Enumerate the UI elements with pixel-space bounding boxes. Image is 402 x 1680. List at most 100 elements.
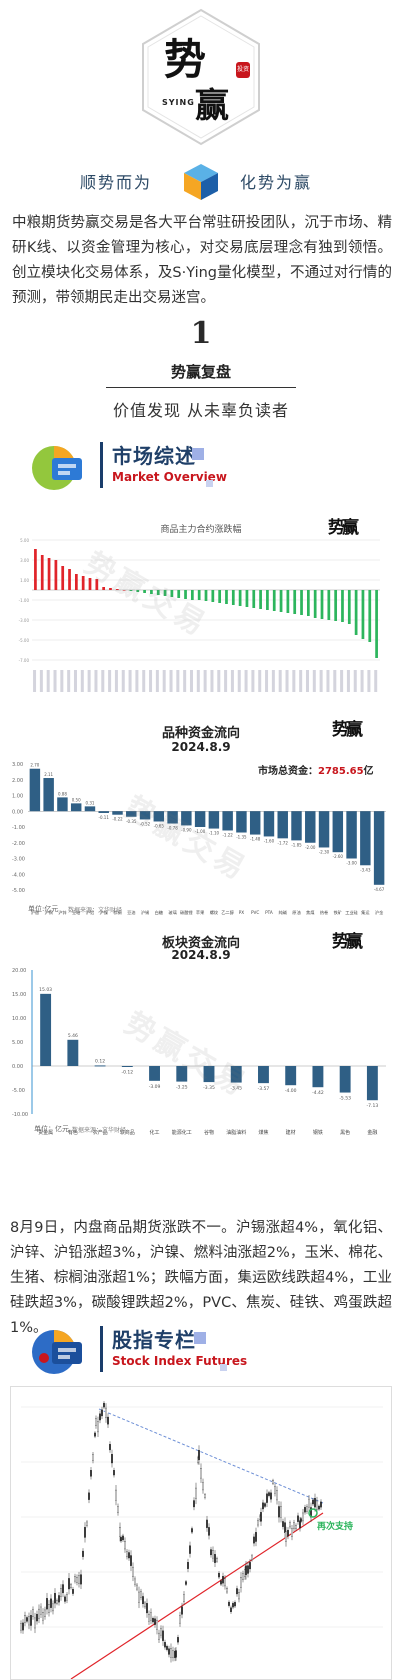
bar	[167, 811, 178, 824]
candle	[46, 1598, 48, 1610]
category-label-mark	[189, 670, 193, 692]
category-label-mark	[312, 670, 316, 692]
candle	[218, 1572, 220, 1578]
stock-index-chart: 再次支持	[10, 1386, 392, 1680]
bar	[34, 549, 37, 590]
candle	[42, 1612, 44, 1621]
category-label-mark	[203, 670, 207, 692]
category-label-mark	[73, 670, 77, 692]
cube-icon	[184, 164, 218, 200]
candle	[56, 1599, 58, 1604]
sector-fund-flow-svg: -10.00 -5.00 0.00 5.00 10.00 15.00 20.00 15.03 贵…	[12, 968, 386, 1136]
chart2-total-value: 2785.65	[318, 766, 364, 777]
bar	[375, 590, 378, 658]
candle	[228, 1601, 230, 1606]
category-label: 沪银	[31, 909, 40, 916]
candle	[52, 1603, 54, 1612]
category-label-mark	[346, 670, 350, 692]
data-label: 0.12	[95, 1058, 105, 1064]
candle	[162, 1630, 164, 1641]
bar	[57, 797, 68, 812]
bar	[312, 1066, 324, 1088]
tick-label: 1.00	[20, 578, 29, 583]
bar	[354, 590, 358, 635]
bar	[129, 590, 133, 591]
tick-label: 15.00	[12, 992, 26, 998]
category-label: 沪锡	[141, 909, 149, 916]
market-overview-title: 市场综述	[112, 444, 196, 468]
category-label: 能源化工	[172, 1129, 192, 1136]
candle	[284, 1522, 286, 1533]
chart2-source: 数据来源：文华财经	[68, 907, 123, 914]
stock-index-subtitle: Stock Index Futures	[112, 1354, 248, 1368]
candle	[260, 1512, 262, 1522]
bar	[126, 811, 137, 817]
candle	[80, 1574, 82, 1585]
candle	[103, 1402, 105, 1408]
candle	[240, 1577, 242, 1588]
category-label-mark	[292, 670, 296, 692]
bar	[318, 811, 330, 848]
chart-variety-fund-flow: -5.00 -4.00 -3.00 -2.00 -1.00 0.00 1.00 2.00 3.0…	[10, 718, 392, 928]
bar	[95, 579, 99, 590]
category-label: 沪铝	[86, 909, 94, 916]
category-label-mark	[367, 670, 371, 692]
data-label: -3.00	[346, 861, 357, 866]
tick-label: -1.00	[19, 598, 30, 603]
category-label: 乙二醇	[221, 909, 234, 916]
tick-label: 5.00	[12, 1040, 23, 1046]
support-marker	[308, 1508, 318, 1518]
slogan-left: 顺势而为	[80, 173, 153, 192]
tick-label: -5.00	[12, 1088, 25, 1094]
candle	[90, 1469, 92, 1477]
bar	[102, 587, 106, 590]
chart3-title: 板块资金流向	[161, 936, 240, 951]
candle	[84, 1527, 86, 1538]
candle	[177, 1637, 179, 1643]
tick-label: -1.00	[12, 825, 25, 831]
category-label: 纯碱	[279, 909, 288, 916]
data-label: -5.53	[339, 1096, 351, 1102]
candle	[308, 1498, 310, 1508]
candle	[150, 1612, 152, 1621]
candle	[200, 1468, 202, 1479]
bar	[258, 1066, 269, 1084]
category-label: 农产品	[93, 1129, 108, 1136]
category-label-mark	[237, 670, 241, 692]
candle	[232, 1603, 234, 1608]
data-label: 5.46	[68, 1033, 78, 1039]
candle	[302, 1512, 304, 1522]
candle	[314, 1497, 316, 1508]
category-label-mark	[114, 670, 118, 692]
category-label-mark	[258, 670, 262, 692]
category-label-mark	[285, 670, 289, 692]
candle	[126, 1551, 128, 1558]
bar	[74, 574, 78, 590]
candle	[300, 1518, 302, 1522]
candle	[32, 1609, 34, 1617]
category-label-mark	[60, 670, 64, 692]
data-label: 0.31	[86, 800, 95, 805]
tick-label: 5.00	[20, 538, 29, 543]
candle	[276, 1490, 278, 1501]
candle	[183, 1594, 185, 1602]
data-label: -4.00	[285, 1088, 297, 1094]
bar	[259, 590, 262, 609]
bar	[230, 1066, 242, 1083]
candle	[160, 1628, 162, 1636]
category-label-mark	[299, 670, 303, 692]
candle	[26, 1617, 28, 1622]
candle	[242, 1573, 244, 1580]
candle	[60, 1588, 62, 1597]
data-label: -3.25	[176, 1085, 188, 1091]
bar	[346, 811, 357, 859]
category-label-mark	[46, 670, 50, 692]
bar	[334, 590, 338, 621]
data-label: -0.65	[154, 823, 165, 828]
category-label-mark	[128, 670, 132, 692]
candle	[38, 1608, 40, 1619]
category-label-mark	[340, 670, 344, 692]
chart2-title: 品种资金流向	[161, 726, 240, 741]
tick-label: -3.00	[12, 857, 25, 863]
candle	[58, 1595, 60, 1603]
